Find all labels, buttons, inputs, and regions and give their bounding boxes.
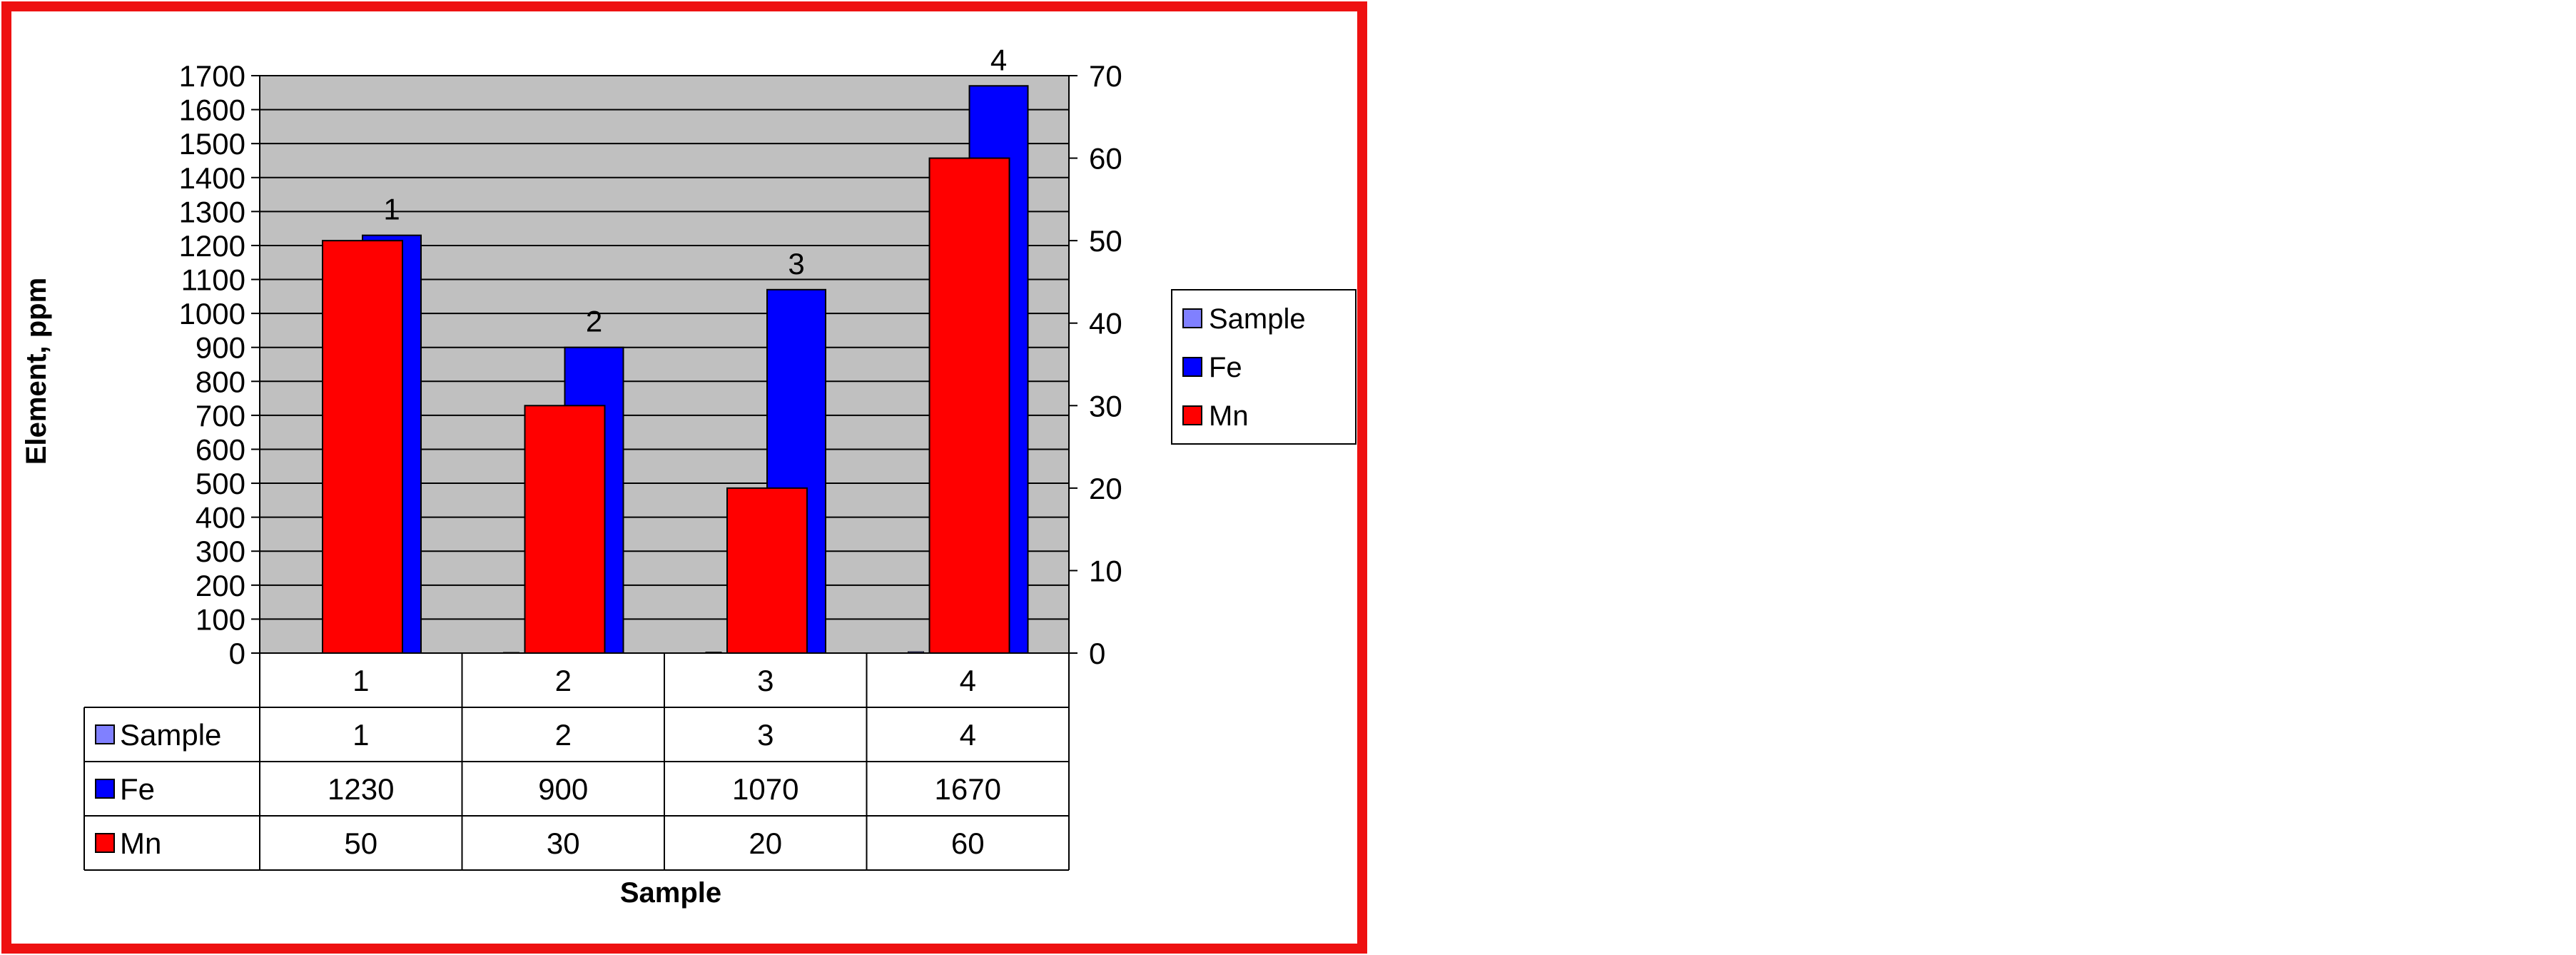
- y-tick-label: 600: [196, 433, 245, 466]
- table-cell: 3: [757, 718, 774, 752]
- y-right-tick-label: 20: [1089, 472, 1122, 505]
- y-tick-label: 800: [196, 365, 245, 398]
- y-right-tick-label: 0: [1089, 637, 1105, 670]
- data-label: 2: [586, 305, 602, 338]
- table-row-label: Fe: [120, 772, 155, 806]
- table-header-cell: 3: [757, 664, 774, 697]
- table-legend-key: [95, 833, 115, 853]
- y-right-tick-label: 60: [1089, 142, 1122, 176]
- table-cell: 50: [344, 827, 377, 860]
- bars: [300, 85, 1029, 655]
- y-tick-label: 0: [229, 637, 245, 670]
- data-label: 4: [990, 43, 1007, 76]
- bar-mn: [322, 240, 403, 654]
- table-header-cell: 1: [353, 664, 369, 697]
- legend-label: Fe: [1209, 352, 1242, 383]
- legend: Sample Fe Mn: [1171, 289, 1357, 445]
- y-right-tick-label: 70: [1089, 59, 1122, 93]
- y-tick-label: 700: [196, 399, 245, 433]
- bar-mn: [726, 487, 808, 654]
- y-tick-label: 1300: [179, 195, 245, 228]
- y-right-tick-label: 30: [1089, 389, 1122, 423]
- legend-label: Mn: [1209, 400, 1249, 432]
- data-labels: 1 2 3 4: [383, 43, 1007, 338]
- legend-key: [1182, 405, 1202, 425]
- table-cell: 1: [353, 718, 369, 752]
- table-header-cell: 4: [960, 664, 976, 697]
- bar-mn: [524, 405, 606, 654]
- table-cell: 2: [555, 718, 572, 752]
- table-row-label: Mn: [120, 827, 161, 860]
- table-cell: 900: [538, 772, 588, 806]
- y-tick-label: 900: [196, 331, 245, 365]
- table-header-cell: 2: [555, 664, 572, 697]
- table-row-label: Sample: [120, 718, 221, 752]
- y-right-tick-label: 10: [1089, 554, 1122, 587]
- legend-key: [1182, 357, 1202, 377]
- y-tick-label: 1000: [179, 297, 245, 330]
- y-right-tick-label: 40: [1089, 307, 1122, 340]
- y-axis-left-ticks: 0100200300400500600700800900100011001200…: [179, 59, 260, 670]
- y-tick-label: 500: [196, 467, 245, 500]
- y-axis-right-ticks: 0 10 20 30 40 50 60 70: [1068, 59, 1122, 670]
- table-cell: 30: [547, 827, 580, 860]
- legend-label: Sample: [1209, 303, 1306, 335]
- table-cell: 1070: [732, 772, 798, 806]
- table-cell: 1230: [328, 772, 394, 806]
- table-cell: 20: [749, 827, 782, 860]
- y-tick-label: 300: [196, 535, 245, 568]
- data-label: 1: [383, 193, 400, 226]
- y-tick-label: 400: [196, 501, 245, 535]
- bar-mn: [928, 157, 1010, 655]
- y-tick-label: 100: [196, 602, 245, 636]
- data-table: 1 2 3 4 Sample 1 2 3 4 Fe 1230 900 1070 1670 Mn 50 30 20 6…: [83, 652, 1070, 871]
- y-right-tick-label: 50: [1089, 224, 1122, 258]
- data-label: 3: [788, 247, 804, 281]
- table-cell: 1670: [935, 772, 1001, 806]
- table-cell: 4: [960, 718, 976, 752]
- y-tick-label: 1200: [179, 229, 245, 263]
- y-tick-label: 1700: [179, 59, 245, 93]
- table-cell: 60: [951, 827, 985, 860]
- y-tick-label: 1600: [179, 94, 245, 127]
- legend-key: [1182, 308, 1202, 328]
- y-tick-label: 1400: [179, 161, 245, 195]
- y-tick-label: 1500: [179, 127, 245, 161]
- y-tick-label: 200: [196, 569, 245, 602]
- y-tick-label: 1100: [181, 263, 245, 297]
- table-legend-key: [95, 724, 115, 744]
- table-legend-key: [95, 779, 115, 799]
- x-axis-title: Sample: [620, 877, 721, 909]
- y-axis-title: Element, ppm: [21, 278, 52, 465]
